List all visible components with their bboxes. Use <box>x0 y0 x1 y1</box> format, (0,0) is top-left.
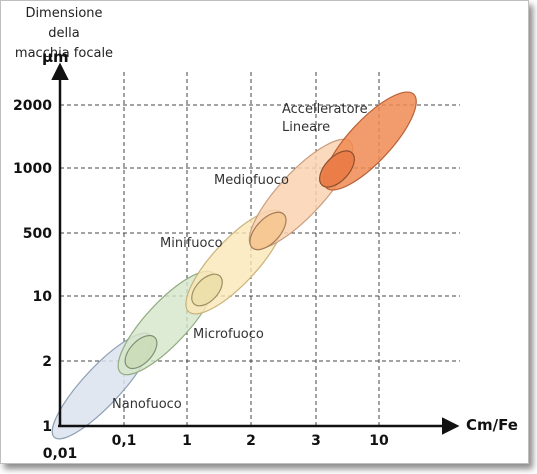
y-axis-unit: µm <box>42 48 69 66</box>
x-tick-1: 1 <box>182 433 192 449</box>
overlap-medio-acceleratore <box>319 150 355 188</box>
label-minifuoco: Minifuoco <box>160 236 223 251</box>
x-tick-3: 3 <box>311 433 321 449</box>
x-tick-2: 2 <box>246 433 256 449</box>
label-lineare: Lineare <box>282 120 330 135</box>
y-tick-1000: 1000 <box>13 161 52 177</box>
x-tick-0-1: 0,1 <box>112 433 137 449</box>
y-axis-title-line-1: Dimensione della <box>25 6 103 41</box>
y-tick-1: 1 <box>42 419 52 435</box>
x-tick-0-01: 0,01 <box>43 446 78 462</box>
label-mediofuoco: Mediofuoco <box>214 173 289 188</box>
y-axis-title-line-2: macchia focale <box>14 46 114 61</box>
y-tick-10: 10 <box>33 289 53 305</box>
overlap-nano-micro <box>124 334 158 370</box>
y-axis-title: Dimensione della macchia focale <box>8 4 120 64</box>
overlap-mini-medio <box>249 211 287 251</box>
label-microfuoco: Microfuoco <box>193 327 264 342</box>
overlap-micro-mini <box>191 273 223 307</box>
label-nanofuoco: Nanofuoco <box>112 397 182 412</box>
y-tick-2: 2 <box>42 354 52 370</box>
x-axis-unit: Cm/Fe <box>466 416 518 434</box>
x-tick-10: 10 <box>369 433 389 449</box>
label-accelleratore: Accelleratore <box>282 102 368 117</box>
y-tick-2000: 2000 <box>13 98 52 114</box>
y-tick-500: 500 <box>23 226 52 242</box>
